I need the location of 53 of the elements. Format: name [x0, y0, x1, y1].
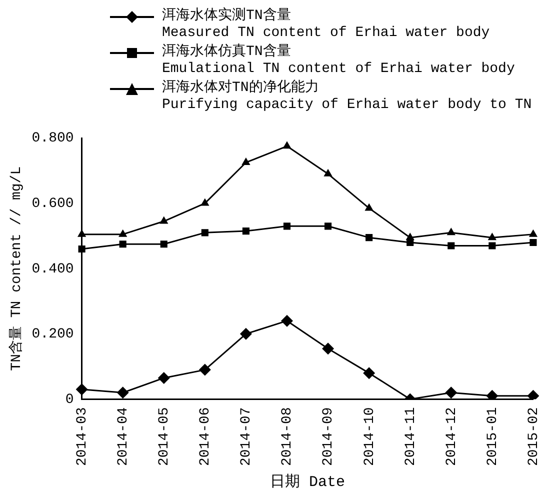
point [280, 314, 293, 327]
point [488, 242, 496, 250]
x-tick-label: 2014-05 [156, 407, 173, 466]
legend-label: 洱海水体实测TN含量 Measured TN content of Erhai water body [162, 8, 490, 42]
y-tick-label: 0.400 [32, 261, 74, 278]
legend-label: 洱海水体对TN的净化能力 Purifying capacity of Erhai water body to TN [162, 80, 532, 114]
point [363, 367, 376, 380]
x-tick-label: 2014-03 [74, 407, 91, 466]
point [160, 216, 168, 224]
point [448, 242, 455, 250]
x-tick-label: 2014-10 [362, 407, 378, 466]
x-tick-label: 2014-12 [444, 407, 460, 466]
point [322, 342, 334, 355]
x-tick-label: 2014-06 [198, 407, 214, 466]
point [76, 383, 88, 396]
point [446, 228, 456, 236]
point [530, 238, 537, 246]
point [118, 229, 128, 237]
point [160, 240, 168, 248]
point [116, 386, 129, 399]
x-tick-label: 2014-07 [238, 407, 255, 466]
x-tick-label: 2015-02 [526, 407, 542, 466]
point [488, 232, 496, 240]
point [201, 229, 208, 236]
x-tick-label: 2014-08 [280, 407, 296, 466]
x-tick-label: 2014-11 [402, 407, 419, 466]
point [283, 222, 291, 230]
point [282, 141, 292, 149]
point [78, 245, 86, 253]
y-tick-label: 0.200 [32, 326, 74, 343]
legend-label: 洱海水体仿真TN含量 Emulational TN content of Erhai water body [162, 44, 515, 78]
point [324, 222, 332, 230]
y-tick-label: 0.800 [32, 130, 74, 147]
point [445, 386, 458, 399]
point [119, 240, 126, 248]
point [528, 229, 538, 237]
y-tick-label: 0 [65, 392, 74, 408]
point [364, 203, 374, 211]
point [240, 328, 252, 340]
x-tick-label: 2014-04 [116, 407, 132, 466]
point [242, 228, 250, 235]
point [324, 168, 332, 176]
x-tick-label: 2015-01 [484, 407, 501, 466]
point [198, 364, 211, 376]
point [158, 372, 170, 384]
x-axis-title: 日期 Date [270, 472, 346, 491]
y-tick-label: 0.600 [32, 196, 74, 212]
point [242, 157, 250, 165]
point [200, 198, 210, 206]
point [366, 234, 373, 242]
y-axis-title: TN含量 TN content // mg/L [8, 166, 26, 371]
point [406, 238, 414, 246]
x-tick-label: 2014-09 [320, 407, 337, 466]
